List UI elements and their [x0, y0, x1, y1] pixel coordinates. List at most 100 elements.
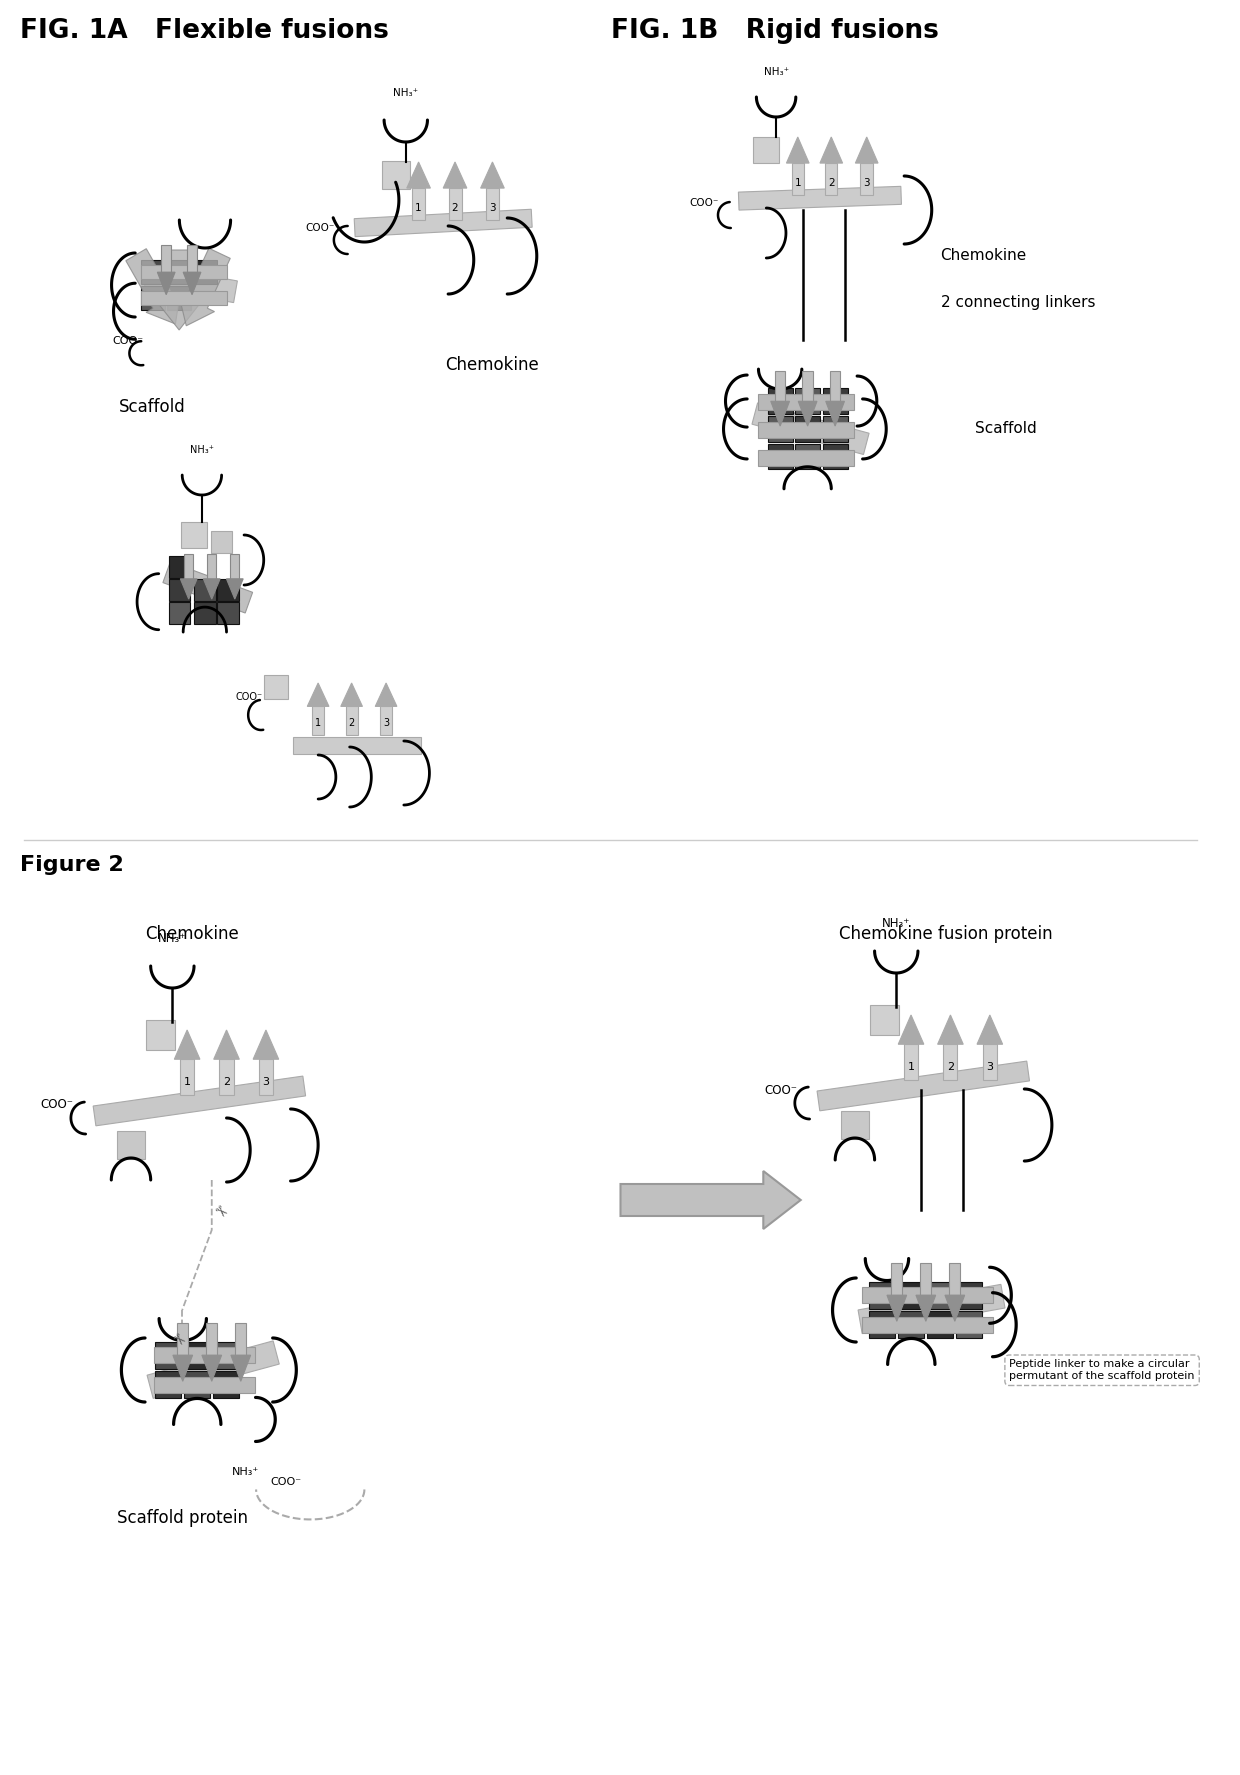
- Bar: [177, 1324, 188, 1354]
- Text: 2: 2: [947, 1061, 954, 1072]
- Text: COO⁻: COO⁻: [41, 1099, 74, 1111]
- Bar: [141, 286, 165, 311]
- Bar: [861, 163, 873, 195]
- Bar: [169, 556, 190, 577]
- Polygon shape: [253, 1030, 279, 1060]
- FancyArrow shape: [620, 1172, 801, 1228]
- Polygon shape: [786, 137, 810, 163]
- Text: 2: 2: [223, 1077, 231, 1086]
- Bar: [862, 1287, 992, 1303]
- Bar: [830, 371, 841, 401]
- Polygon shape: [175, 1030, 200, 1060]
- Bar: [211, 531, 232, 554]
- Bar: [181, 522, 207, 548]
- Polygon shape: [407, 162, 430, 188]
- Bar: [956, 1282, 982, 1308]
- Bar: [758, 394, 854, 410]
- Polygon shape: [820, 137, 843, 163]
- Polygon shape: [341, 683, 362, 706]
- Bar: [775, 371, 785, 401]
- Text: 1: 1: [184, 1077, 191, 1086]
- Text: 2: 2: [828, 178, 835, 188]
- Bar: [928, 1312, 954, 1338]
- Bar: [412, 188, 425, 220]
- Text: COO⁻: COO⁻: [270, 1477, 303, 1487]
- Text: FIG. 1B   Rigid fusions: FIG. 1B Rigid fusions: [610, 18, 939, 44]
- Text: Chemokine: Chemokine: [445, 357, 539, 375]
- Bar: [167, 259, 191, 284]
- Text: COO⁻: COO⁻: [236, 692, 263, 701]
- Bar: [231, 554, 239, 579]
- Text: 3: 3: [986, 1061, 993, 1072]
- Bar: [155, 1342, 181, 1369]
- Bar: [154, 1377, 255, 1393]
- Text: 2: 2: [451, 202, 459, 213]
- Bar: [817, 1061, 1029, 1111]
- Text: 1: 1: [315, 719, 321, 728]
- Bar: [259, 1060, 273, 1095]
- Bar: [758, 422, 854, 438]
- Polygon shape: [826, 401, 844, 426]
- Polygon shape: [157, 272, 175, 295]
- Text: COO⁻: COO⁻: [765, 1083, 797, 1097]
- Bar: [264, 674, 288, 699]
- Bar: [822, 444, 847, 469]
- Bar: [486, 188, 498, 220]
- Text: 1: 1: [415, 202, 422, 213]
- Bar: [869, 1005, 899, 1035]
- Bar: [193, 259, 217, 284]
- Bar: [195, 602, 216, 625]
- Bar: [802, 371, 812, 401]
- Bar: [312, 706, 324, 735]
- Polygon shape: [887, 1296, 906, 1321]
- Bar: [738, 186, 901, 209]
- Bar: [751, 403, 869, 454]
- Bar: [93, 1076, 305, 1125]
- Bar: [206, 1324, 217, 1354]
- Text: NH₃⁺: NH₃⁺: [190, 446, 215, 454]
- Bar: [219, 1060, 233, 1095]
- Bar: [950, 1264, 960, 1296]
- Text: COO⁻: COO⁻: [112, 335, 143, 346]
- Polygon shape: [202, 1354, 222, 1381]
- Bar: [154, 1347, 255, 1363]
- Bar: [148, 1340, 279, 1399]
- Bar: [892, 1264, 903, 1296]
- Polygon shape: [203, 579, 221, 600]
- Text: Scaffold: Scaffold: [975, 421, 1037, 437]
- Text: NH₃⁺: NH₃⁺: [393, 89, 418, 98]
- Bar: [862, 1317, 992, 1333]
- Polygon shape: [179, 249, 231, 327]
- Bar: [184, 554, 193, 579]
- Bar: [825, 163, 837, 195]
- Bar: [869, 1282, 895, 1308]
- Text: COO⁻: COO⁻: [305, 224, 335, 233]
- Text: FIG. 1A   Flexible fusions: FIG. 1A Flexible fusions: [20, 18, 388, 44]
- Bar: [754, 137, 779, 163]
- Bar: [841, 1111, 869, 1140]
- Text: 2 connecting linkers: 2 connecting linkers: [941, 295, 1095, 311]
- Bar: [217, 579, 238, 602]
- Text: ✂: ✂: [210, 1202, 229, 1221]
- Bar: [213, 1372, 239, 1399]
- Bar: [141, 264, 227, 279]
- Bar: [795, 444, 820, 469]
- Polygon shape: [977, 1015, 1003, 1044]
- Bar: [145, 264, 237, 302]
- Bar: [795, 417, 820, 442]
- Text: NH₃⁺: NH₃⁺: [232, 1468, 259, 1477]
- Bar: [944, 1044, 957, 1079]
- Bar: [213, 1342, 239, 1369]
- Polygon shape: [771, 401, 790, 426]
- Bar: [146, 1021, 175, 1051]
- Bar: [185, 1372, 211, 1399]
- Text: NH₃⁺: NH₃⁺: [764, 67, 789, 76]
- Polygon shape: [184, 272, 201, 295]
- Polygon shape: [799, 401, 817, 426]
- Bar: [141, 259, 165, 284]
- Text: 3: 3: [489, 202, 496, 213]
- Bar: [169, 602, 190, 625]
- Polygon shape: [376, 683, 397, 706]
- Text: 3: 3: [863, 178, 870, 188]
- Polygon shape: [443, 162, 466, 188]
